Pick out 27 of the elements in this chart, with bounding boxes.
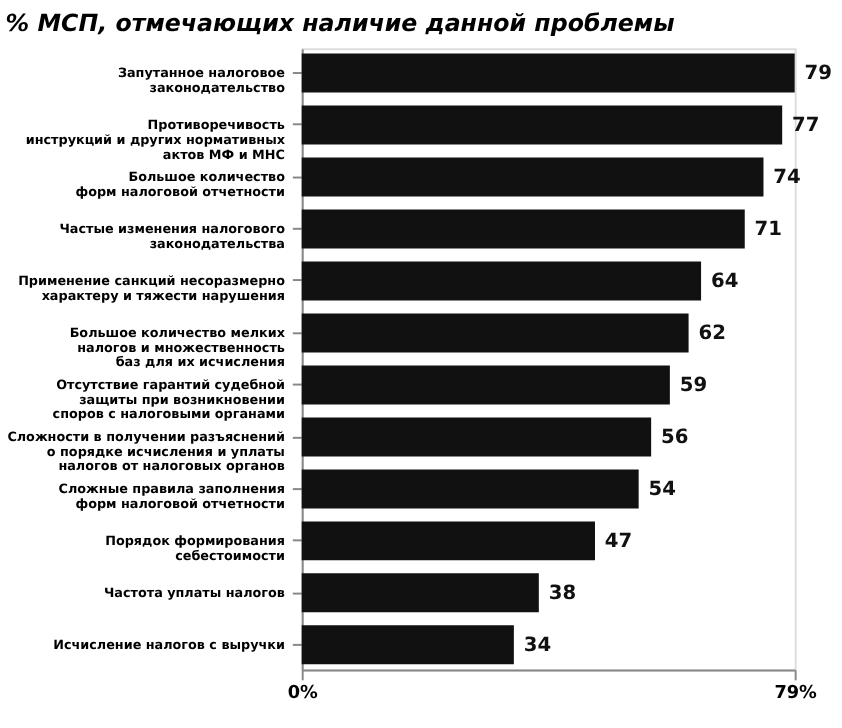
bar (301, 313, 689, 353)
data-label: 77 (792, 114, 820, 137)
data-label: 54 (648, 478, 677, 501)
chart-title: % МСП, отмечающих наличие данной проблемы (5, 8, 676, 37)
data-label: 47 (604, 530, 633, 553)
bar (301, 53, 795, 93)
data-label: 74 (773, 166, 802, 189)
bar (301, 365, 670, 405)
data-label: 79 (804, 62, 833, 85)
data-label: 64 (710, 270, 739, 293)
x-tick-label: 0% (287, 684, 318, 705)
data-label: 38 (548, 582, 577, 605)
bar (301, 417, 652, 457)
data-label: 56 (661, 426, 689, 449)
bar (301, 573, 539, 613)
data-label: 71 (754, 218, 783, 241)
bar (301, 261, 702, 301)
data-label: 34 (523, 634, 552, 657)
bar (301, 105, 783, 145)
bar (301, 157, 764, 197)
data-label: 59 (679, 374, 708, 397)
bar (301, 469, 639, 509)
bar (301, 625, 514, 665)
bar (301, 521, 595, 561)
x-tick-label: 79% (774, 684, 818, 705)
data-label: 62 (698, 322, 726, 345)
bar (301, 209, 745, 249)
